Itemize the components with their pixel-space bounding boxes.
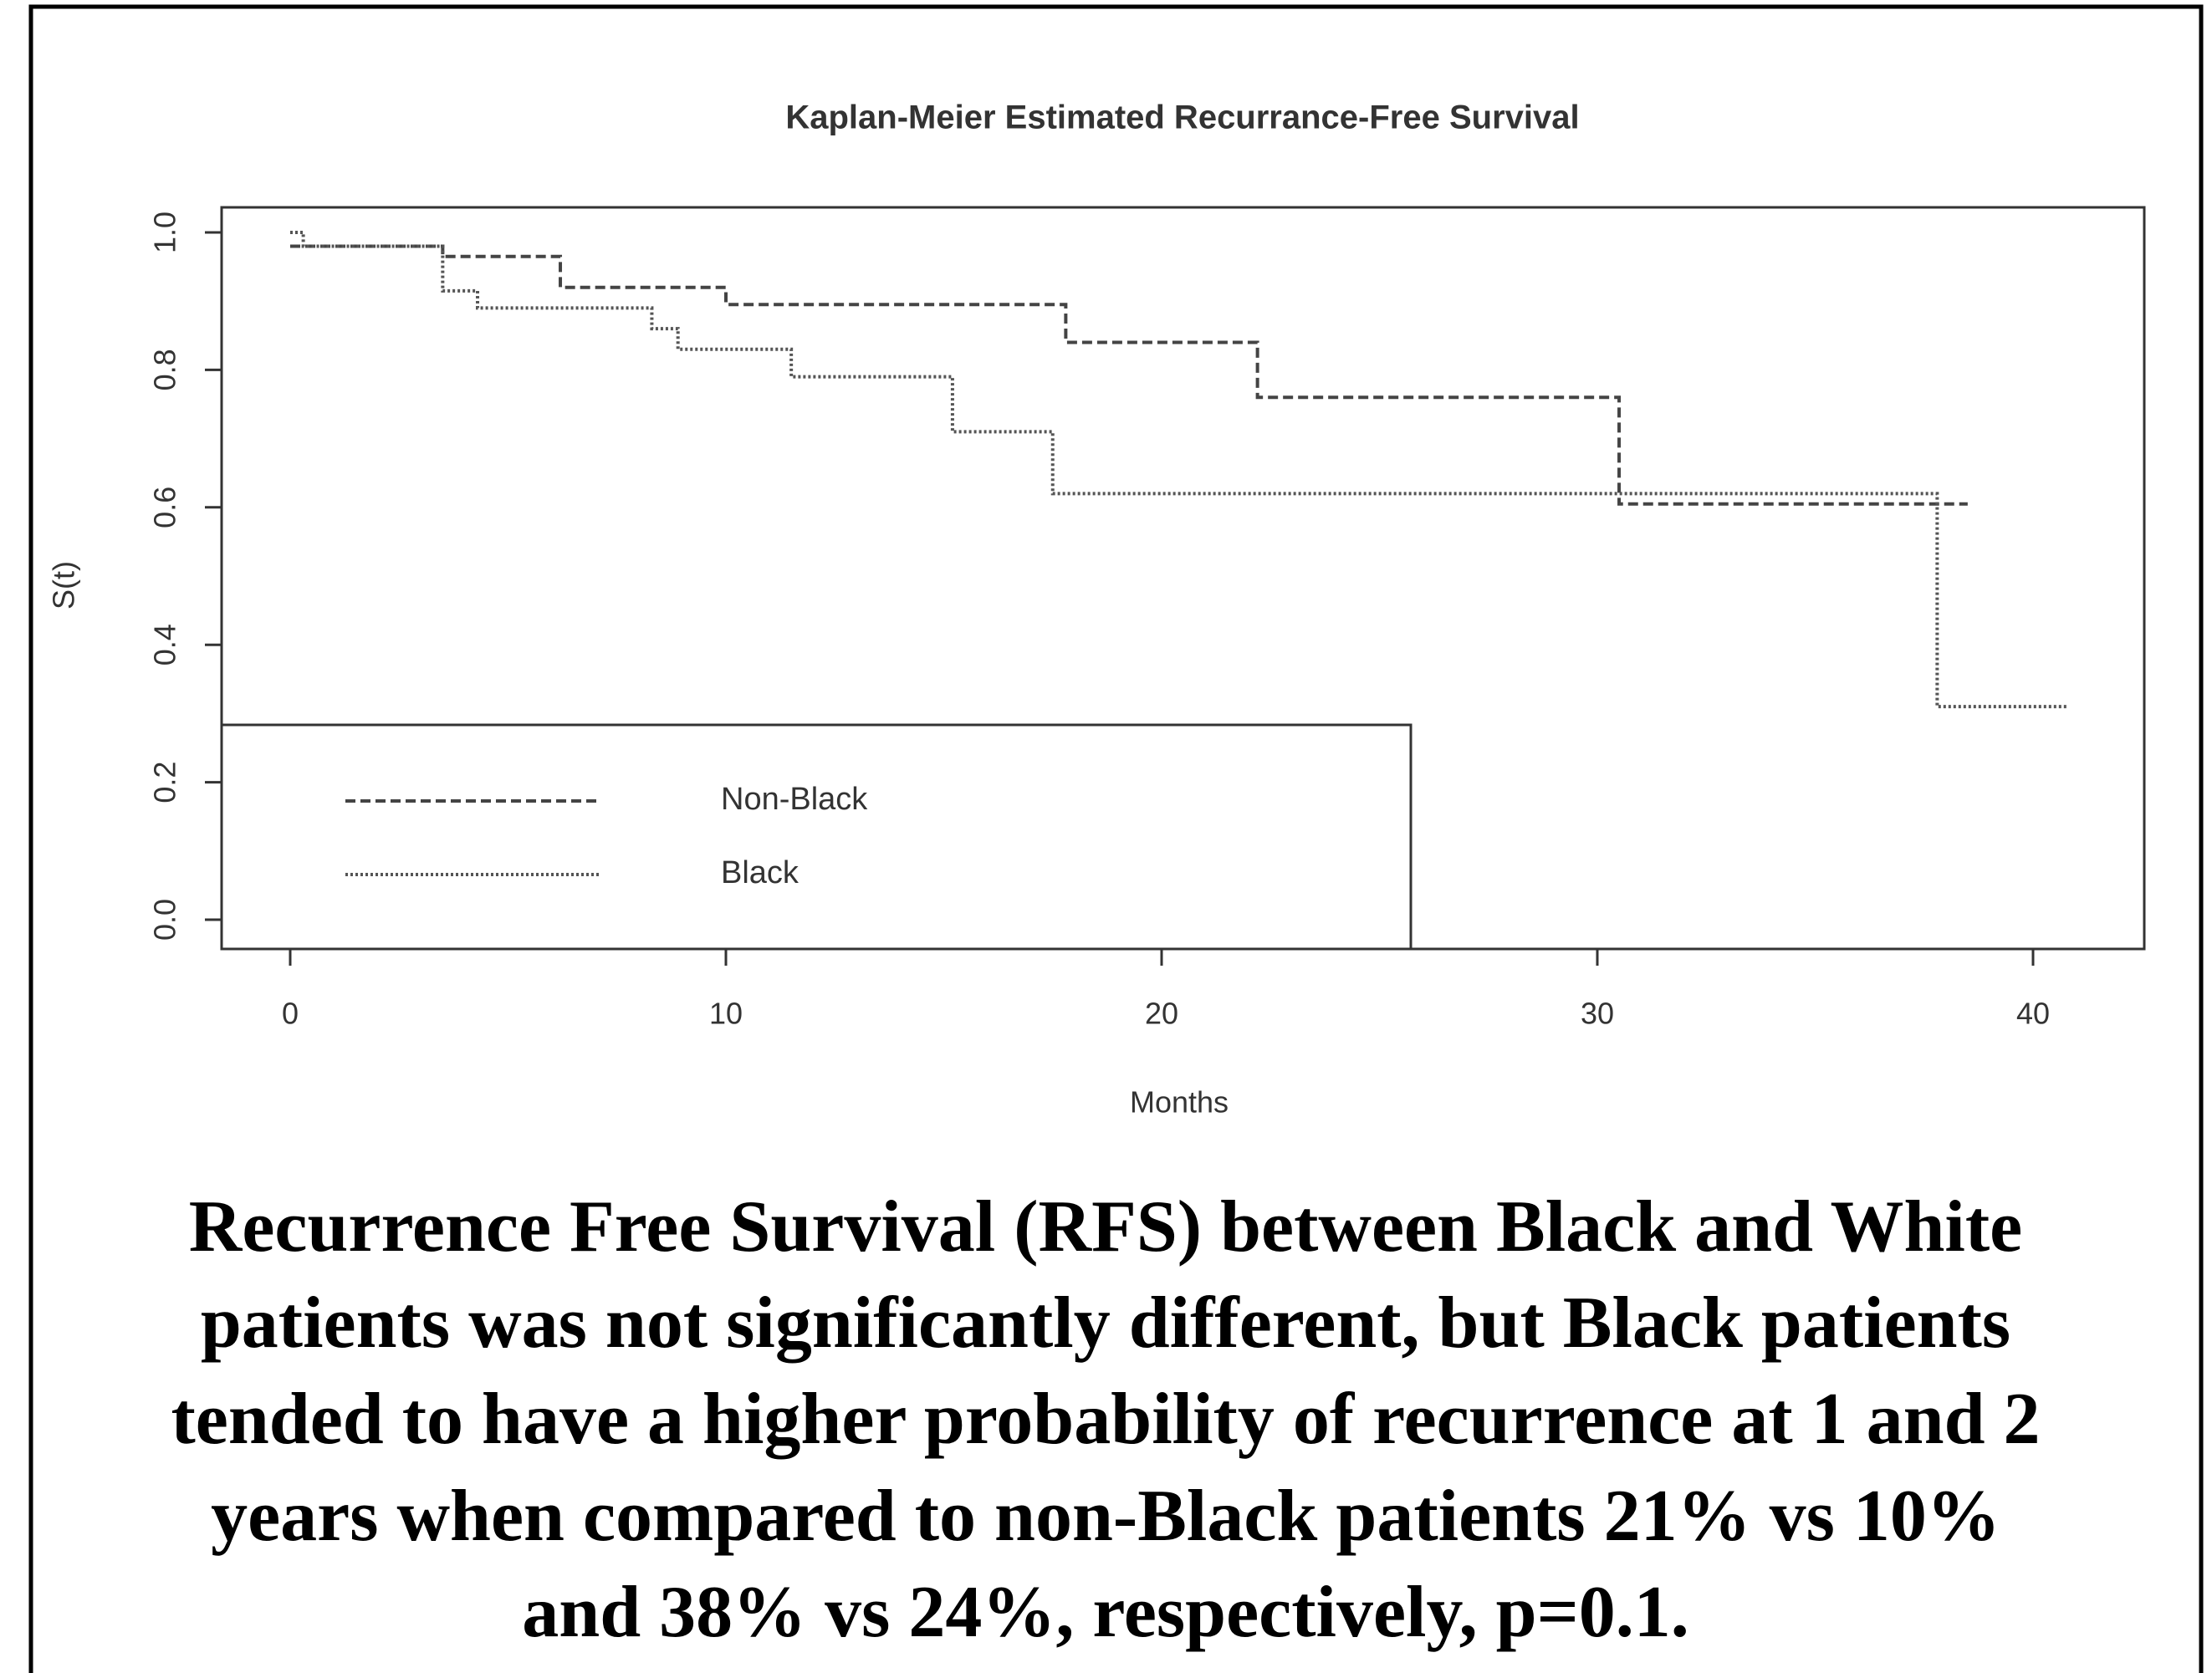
y-tick-label: 0.8: [148, 349, 182, 390]
y-tick-label: 0.2: [148, 762, 182, 803]
x-tick-label: 0: [282, 997, 299, 1031]
legend-box: [220, 723, 1413, 951]
caption-line: and 38% vs 24%, respectively, p=0.1.: [522, 1572, 1688, 1653]
x-tick-label: 40: [2016, 997, 2050, 1031]
x-tick-label: 30: [1581, 997, 1614, 1031]
survival-curve: [290, 231, 2068, 709]
x-axis-label: Months: [1130, 1085, 1229, 1120]
survival-curve: [290, 244, 1968, 506]
caption-line: patients was not significantly different…: [201, 1283, 2010, 1364]
caption-line: tended to have a higher probability of r…: [171, 1379, 2040, 1460]
y-tick-label: 0.6: [148, 487, 182, 528]
caption-line: years when compared to non-Black patient…: [211, 1476, 2000, 1557]
caption-line: Recurrence Free Survival (RFS) between B…: [189, 1186, 2022, 1268]
y-axis-label: S(t): [47, 561, 81, 610]
y-tick-label: 1.0: [148, 212, 182, 253]
frame: [28, 4, 2204, 1673]
y-tick-label: 0.4: [148, 624, 182, 666]
chart-title: Kaplan-Meier Estimated Recurrance-Free S…: [785, 99, 1579, 136]
x-tick-label: 10: [709, 997, 743, 1031]
x-tick-label: 20: [1145, 997, 1178, 1031]
y-tick-label: 0.0: [148, 899, 182, 941]
legend-label: Black: [721, 855, 799, 890]
legend-label: Non-Black: [721, 782, 868, 817]
plot-box: [220, 206, 2146, 951]
